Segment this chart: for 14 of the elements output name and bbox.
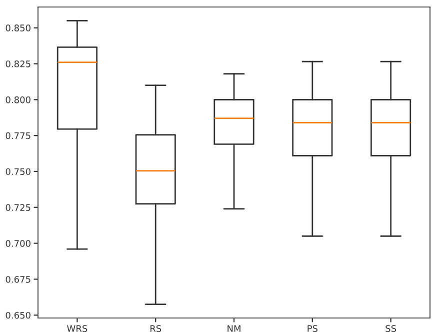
x-tick-label: SS [386,325,396,332]
x-tick-label: RS [150,325,162,332]
y-tick-label: 0.700 [6,240,30,247]
x-tick-label: WRS [67,325,88,332]
y-tick-label: 0.775 [6,132,30,140]
x-tick-label: PS [308,325,318,332]
x-tick-label: NM [228,325,240,332]
y-tick-label: 0.825 [6,60,30,68]
y-tick-label: 0.650 [6,312,30,319]
y-tick-label: 0.800 [6,96,30,104]
y-tick-label: 0.750 [6,168,30,176]
y-tick-label: 0.850 [6,24,30,32]
y-tick-label: 0.725 [6,204,30,211]
y-tick-label: 0.675 [6,276,30,283]
